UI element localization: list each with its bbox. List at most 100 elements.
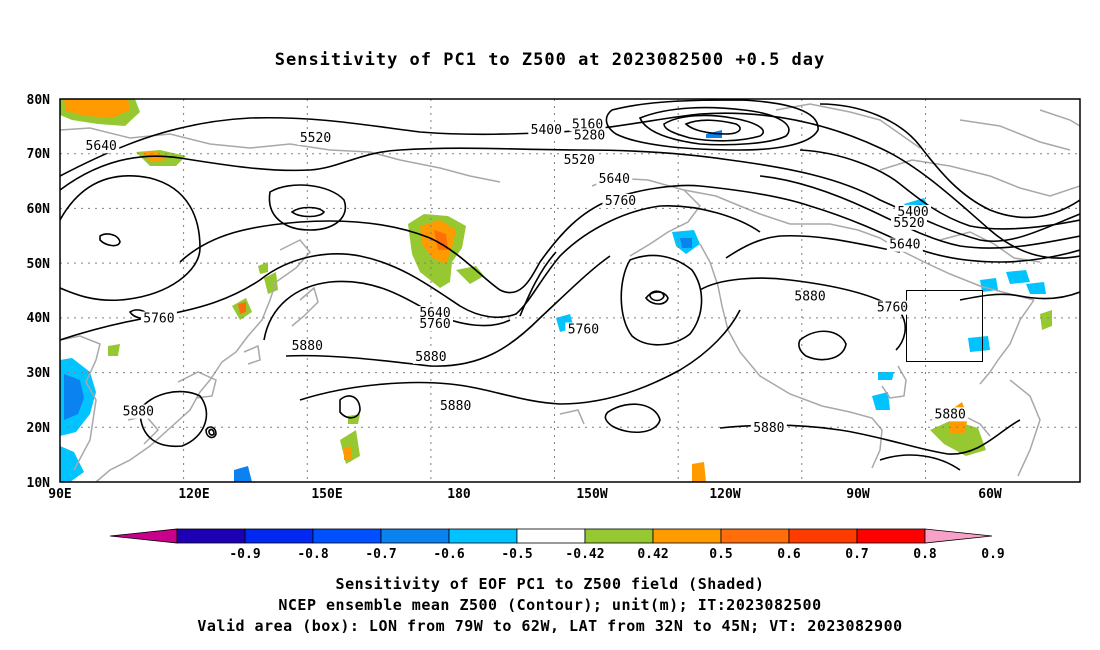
shading-patch-orange bbox=[64, 99, 130, 118]
lon-tick-label: 120E bbox=[178, 487, 209, 502]
lat-tick-label: 50N bbox=[27, 257, 51, 272]
contour-label-bg bbox=[289, 338, 326, 353]
contour-line bbox=[799, 149, 1080, 230]
shading-patch-green bbox=[930, 420, 986, 456]
lon-tick-label: 90E bbox=[48, 487, 71, 502]
lat-tick-label: 30N bbox=[27, 366, 51, 381]
contour-line bbox=[684, 119, 741, 135]
contour-label: 5640 bbox=[86, 139, 117, 154]
shading-patch-blue bbox=[680, 238, 692, 248]
contour-line bbox=[519, 251, 557, 317]
contour-line bbox=[290, 206, 326, 218]
contour-label-bg bbox=[932, 407, 969, 422]
coastlines bbox=[60, 103, 1080, 482]
lon-tick-label: 120W bbox=[709, 487, 740, 502]
contour-line bbox=[60, 112, 1080, 259]
contour-line bbox=[644, 291, 669, 305]
contour-line bbox=[959, 291, 1080, 301]
shading-patch-blue bbox=[980, 278, 998, 292]
contour-label: 5760 bbox=[419, 317, 450, 332]
contour-line bbox=[263, 280, 511, 341]
contour-label: 5280 bbox=[574, 128, 605, 143]
contour-line bbox=[879, 454, 961, 471]
lat-tick-label: 70N bbox=[27, 147, 51, 162]
plot-frame bbox=[59, 98, 1081, 483]
contour-label-bg bbox=[750, 421, 787, 436]
colorbar-tick-label: -0.42 bbox=[565, 547, 604, 562]
contour-label: 5760 bbox=[877, 301, 908, 316]
contour-line bbox=[798, 330, 847, 361]
contour-label-bg bbox=[596, 172, 633, 187]
contour-label: 5760 bbox=[605, 194, 636, 209]
contour-line bbox=[699, 277, 907, 351]
shading-patch-blue bbox=[64, 374, 84, 420]
lon-tick-label: 150E bbox=[311, 487, 342, 502]
contour-label-bg bbox=[895, 204, 932, 219]
shading-patch-blue bbox=[872, 392, 890, 410]
colorbar-box bbox=[448, 528, 518, 544]
lon-tick-label: 90W bbox=[846, 487, 870, 502]
colorbar-tick-label: 0.5 bbox=[709, 547, 732, 562]
colorbar-max-triangle bbox=[924, 528, 993, 544]
contour-line bbox=[208, 428, 215, 436]
colorbar: -0.9 -0.8 -0.7 -0.6 -0.5 -0.42 0.42 0.5 0.6 0.7 0.… bbox=[109, 528, 1005, 562]
colorbar-tick-label: 0.7 bbox=[845, 547, 868, 562]
colorbar-box bbox=[244, 528, 314, 544]
colorbar-tick-label: 0.6 bbox=[777, 547, 801, 562]
colorbar-box bbox=[856, 528, 926, 544]
contour-line bbox=[99, 233, 121, 247]
shading-patch-blue bbox=[1006, 270, 1030, 284]
shading-patch-orange bbox=[344, 446, 352, 460]
shading-patch-blue bbox=[60, 446, 84, 482]
contour-label-bg bbox=[602, 193, 639, 208]
lon-tick-label: 150W bbox=[576, 487, 607, 502]
contour-label-bg bbox=[874, 300, 911, 315]
contour-line bbox=[60, 175, 201, 302]
contour-label: 5640 bbox=[889, 238, 920, 253]
shading-patch-green bbox=[456, 266, 484, 284]
lon-tick-label: 180 bbox=[447, 487, 471, 502]
contour-label: 5520 bbox=[893, 216, 924, 231]
shading-patch-blue bbox=[234, 466, 252, 482]
colorbar-tick-label: -0.6 bbox=[433, 547, 464, 562]
colorbar-box bbox=[380, 528, 450, 544]
contour-label: 5760 bbox=[143, 312, 174, 327]
colorbar-tick-label: -0.9 bbox=[229, 547, 260, 562]
contour-label-bg bbox=[297, 131, 334, 146]
contour-label-bg bbox=[890, 215, 927, 230]
contour-line bbox=[725, 234, 901, 259]
lat-axis-labels: 10N 20N 30N 40N 50N 60N 70N 80N bbox=[27, 93, 51, 491]
contour-line bbox=[139, 390, 208, 448]
contour-label: 5880 bbox=[123, 405, 154, 420]
caption-line-contour: NCEP ensemble mean Z500 (Contour); unit(… bbox=[278, 596, 822, 614]
colorbar-tick-label: 0.42 bbox=[637, 547, 668, 562]
lon-tick-label: 60W bbox=[978, 487, 1002, 502]
contour-label: 5400 bbox=[531, 123, 562, 138]
contour-line bbox=[604, 403, 661, 433]
shading-patch-green bbox=[258, 262, 268, 274]
colorbar-tick-label: 0.9 bbox=[981, 547, 1004, 562]
shading-patch-blue bbox=[1026, 282, 1046, 294]
contour-label-bg bbox=[886, 237, 923, 252]
contour-label-bg bbox=[417, 317, 454, 332]
contour-label-bg bbox=[120, 404, 157, 419]
shading-patch-green bbox=[108, 344, 120, 356]
contour-label-bg bbox=[417, 306, 454, 321]
contour-label-bg bbox=[412, 349, 449, 364]
shading-patch-green bbox=[142, 152, 166, 162]
colorbar-tick-label: -0.7 bbox=[365, 547, 396, 562]
contour-label: 5760 bbox=[568, 323, 599, 338]
contour-line bbox=[605, 99, 819, 151]
contour-label-bg bbox=[83, 139, 120, 154]
contour-label: 5880 bbox=[794, 290, 825, 305]
lat-tick-label: 60N bbox=[27, 202, 51, 217]
contour-line bbox=[819, 103, 1080, 219]
figure-caption: Sensitivity of EOF PC1 to Z500 field (Sh… bbox=[0, 574, 1100, 637]
shading-patch-orange bbox=[238, 302, 246, 314]
contour-label: 5520 bbox=[564, 153, 595, 168]
contour-label: 5880 bbox=[935, 407, 966, 422]
contour-line bbox=[268, 184, 347, 231]
gridlines bbox=[60, 99, 1080, 482]
contour-label: 5880 bbox=[415, 350, 446, 365]
contour-label-bg bbox=[561, 152, 598, 167]
